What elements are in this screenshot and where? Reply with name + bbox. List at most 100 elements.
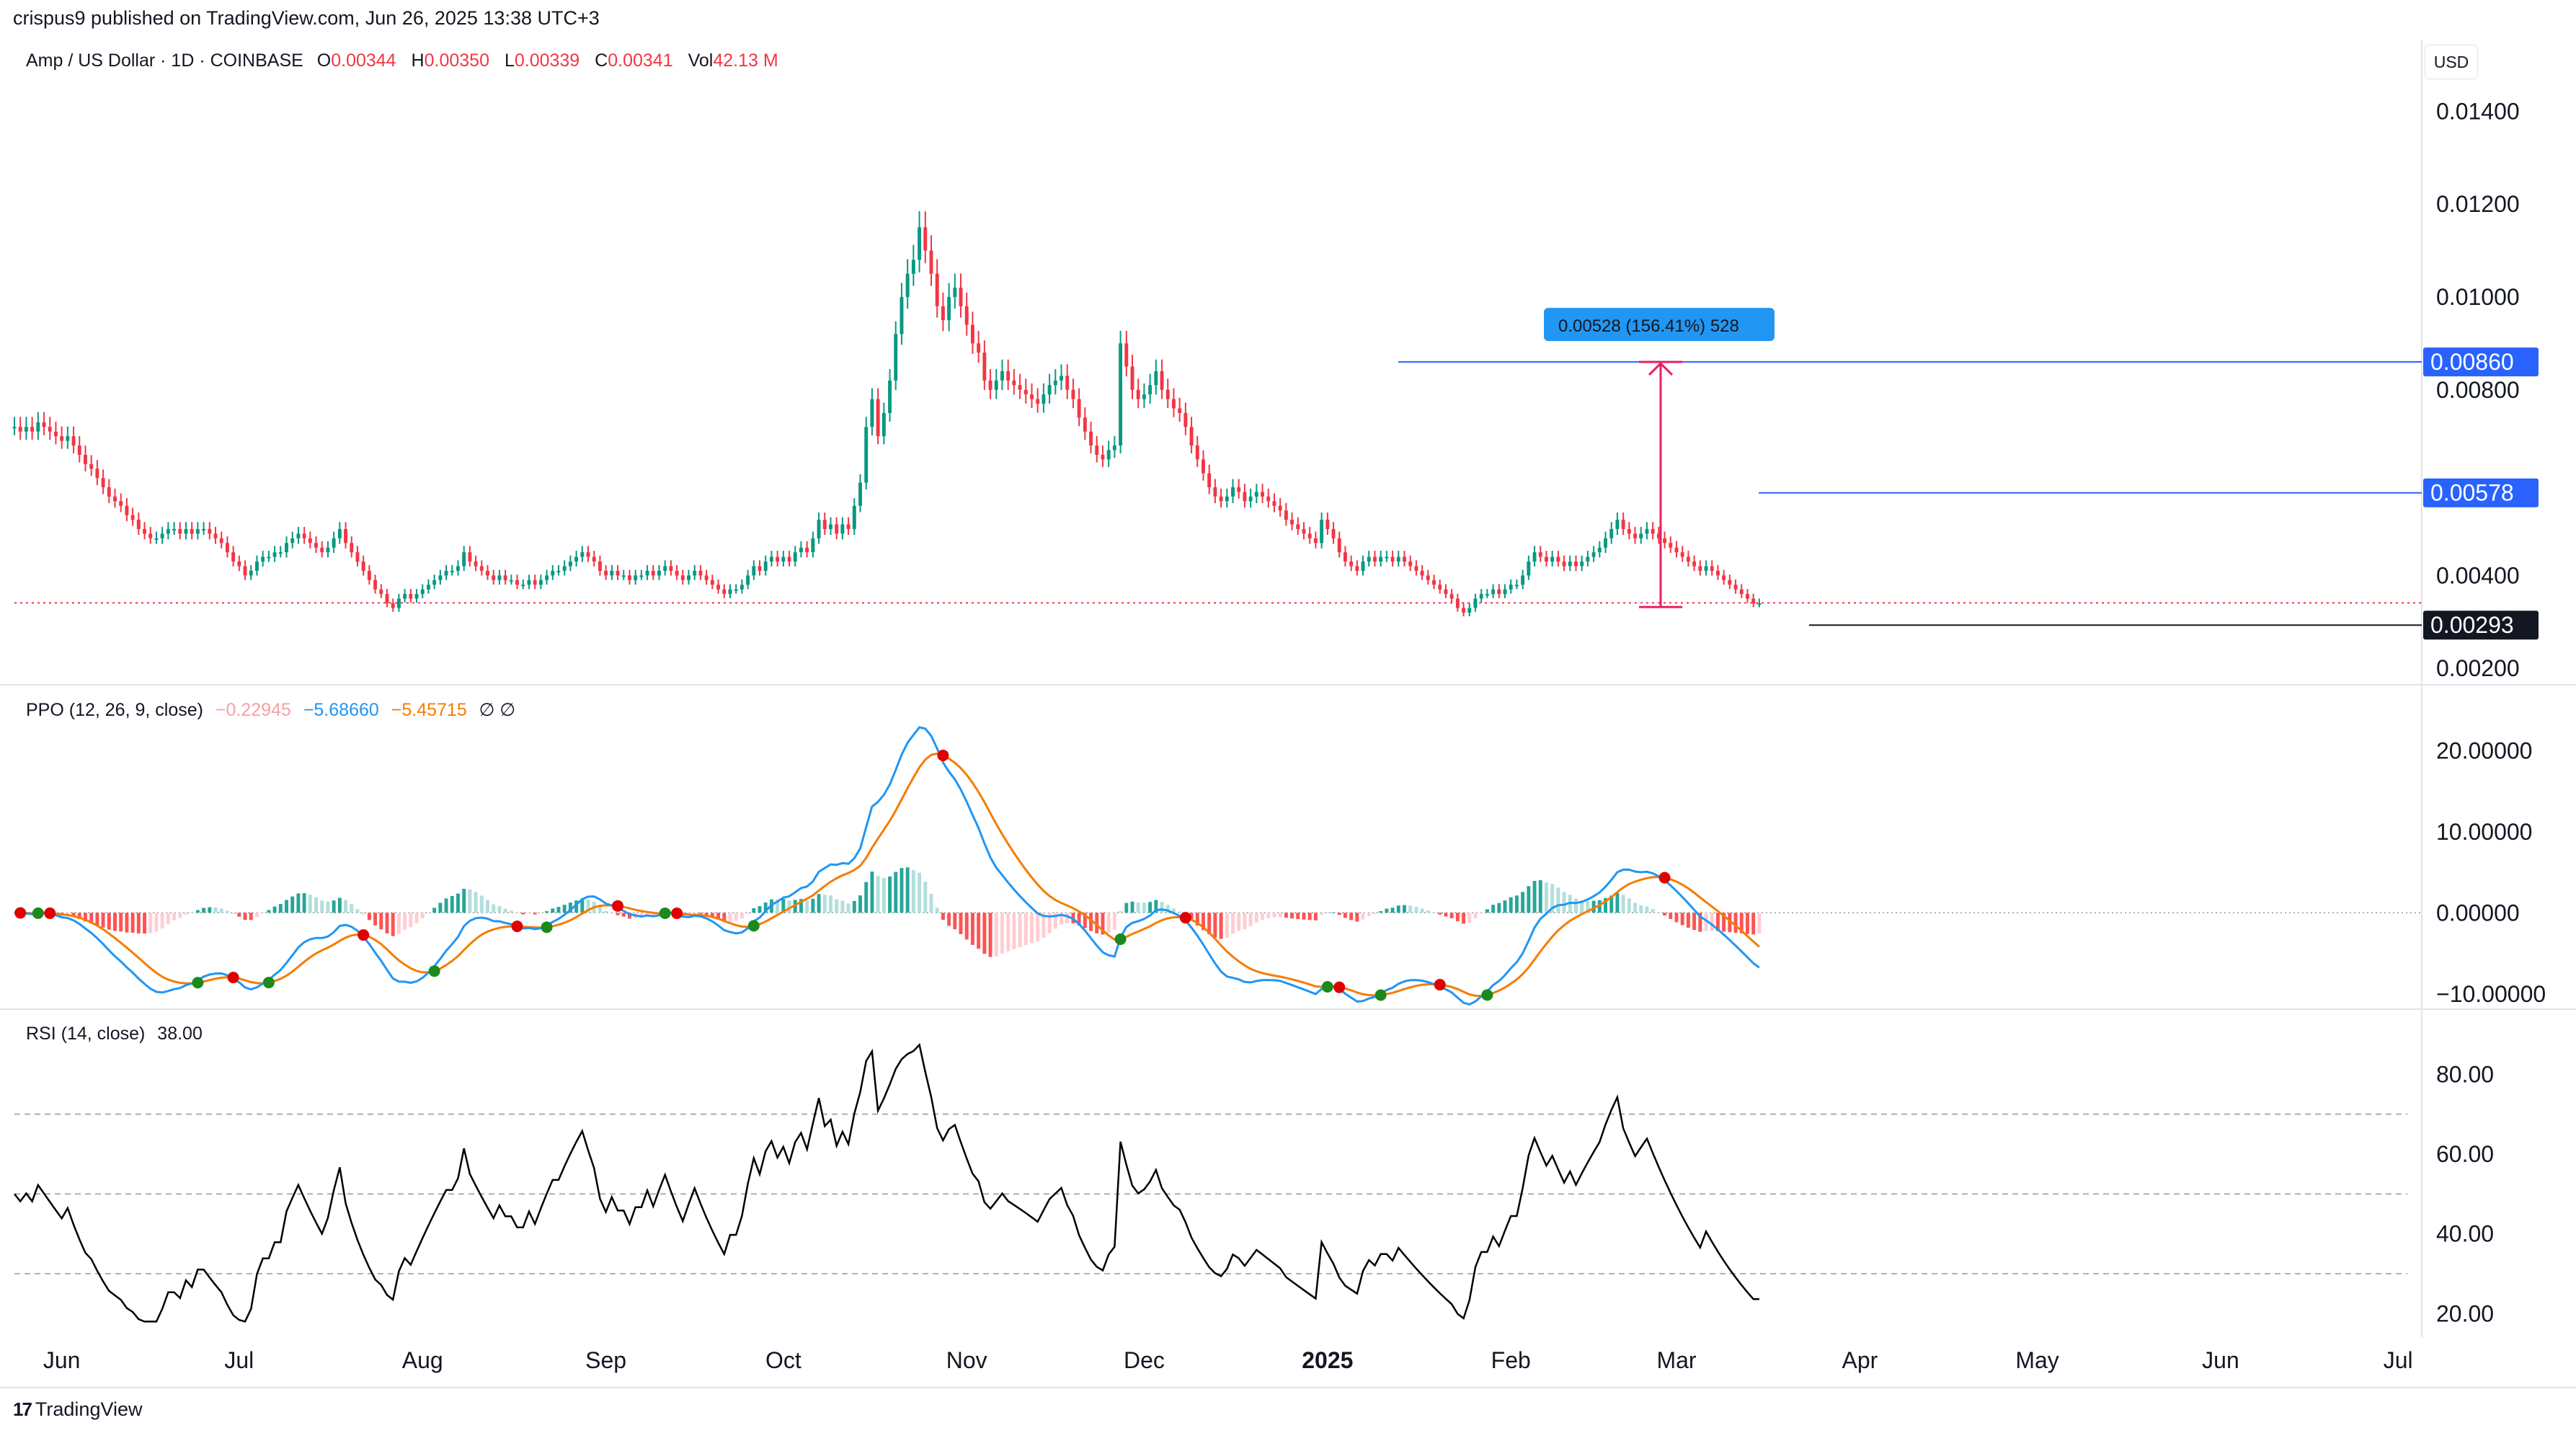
candle	[1710, 566, 1714, 571]
price-level-label: 0.00860	[2430, 349, 2514, 375]
candle	[160, 533, 164, 538]
ppo-histogram-bar	[237, 913, 241, 917]
candle	[675, 570, 679, 576]
ppo-histogram-bar	[1095, 913, 1099, 933]
candle	[1112, 445, 1116, 451]
ppo-histogram-bar	[468, 889, 472, 913]
candle	[18, 427, 22, 432]
candle	[1462, 608, 1466, 613]
ppo-histogram-bar	[1213, 913, 1217, 938]
currency-button[interactable]: USD	[2425, 45, 2478, 79]
candle	[1491, 589, 1496, 595]
candle	[1030, 394, 1034, 399]
candle	[1757, 603, 1762, 605]
candle	[1746, 594, 1749, 599]
ppo-histogram-bar	[811, 898, 815, 913]
candle	[225, 543, 229, 553]
ppo-histogram-bar	[763, 902, 768, 913]
ppo-histogram-bar	[1728, 913, 1732, 933]
candle	[763, 562, 768, 571]
candle	[1119, 343, 1123, 446]
ppo-cross-dot	[747, 920, 760, 932]
ppo-histogram-bar	[1426, 910, 1430, 913]
ppo-histogram-bar	[1307, 913, 1312, 920]
ppo-histogram-bar	[598, 906, 602, 913]
ppo-histogram-bar	[1674, 913, 1679, 923]
rsi-title[interactable]: RSI (14, close)	[26, 1024, 146, 1044]
ppo-histogram-bar	[1367, 913, 1371, 916]
candle	[1053, 380, 1057, 386]
ppo-histogram-bar	[1538, 880, 1542, 913]
footer: 17 TradingView	[13, 1398, 143, 1421]
candle	[438, 575, 443, 580]
candle	[1047, 385, 1052, 395]
candle	[486, 570, 489, 576]
ppo-legend: PPO (12, 26, 9, close) −0.22945 −5.68660…	[26, 699, 515, 721]
candle	[888, 380, 892, 413]
ppo-histogram-bar	[130, 913, 135, 933]
candle	[42, 422, 46, 427]
candle	[977, 343, 981, 353]
candle	[1148, 385, 1152, 395]
volume-value: 42.13 M	[713, 50, 778, 71]
candle	[1604, 538, 1607, 548]
candle	[101, 478, 105, 487]
candle	[385, 594, 389, 603]
ppo-histogram-bar	[420, 913, 425, 918]
ppo-histogram-bar	[1467, 913, 1472, 923]
ppo-histogram-bar	[982, 913, 987, 954]
candle	[1408, 562, 1413, 567]
ppo-histogram-bar	[337, 897, 342, 913]
candle	[296, 533, 301, 538]
candle	[740, 585, 744, 590]
price-tick-label: 0.01200	[2436, 191, 2520, 217]
ppo-histogram-bar	[285, 900, 288, 913]
candle	[1060, 376, 1063, 381]
ppo-histogram-bar	[616, 913, 620, 915]
candle	[1165, 389, 1170, 399]
candle	[1686, 556, 1690, 562]
candle	[261, 556, 265, 562]
ppo-histogram-bar	[1355, 913, 1359, 922]
ppo-histogram-bar	[1207, 913, 1212, 935]
candle	[1403, 556, 1406, 562]
ppo-histogram-bar	[710, 913, 714, 918]
ppo-histogram-bar	[1449, 913, 1454, 918]
candle	[60, 436, 64, 441]
candle	[1320, 520, 1324, 544]
candle	[858, 482, 862, 506]
ppo-histogram-bar	[1604, 897, 1607, 913]
ppo-histogram-bar	[829, 895, 832, 913]
ppo-histogram-bar	[935, 908, 939, 913]
candle	[551, 570, 555, 576]
price-tick-label: 0.01400	[2436, 98, 2520, 124]
candle	[272, 552, 277, 557]
ppo-histogram-bar	[704, 913, 709, 915]
ppo-histogram-bar	[166, 913, 170, 925]
candle	[704, 575, 709, 580]
symbol-name[interactable]: Amp / US Dollar · 1D · COINBASE	[26, 50, 303, 71]
candle	[598, 562, 602, 571]
candle	[533, 580, 537, 585]
candle	[136, 520, 141, 529]
candle	[911, 259, 915, 274]
price-level-label: 0.00293	[2430, 612, 2514, 638]
candle	[1728, 580, 1732, 585]
candle	[538, 580, 543, 585]
ppo-histogram-bar	[414, 913, 419, 923]
candle	[1142, 394, 1146, 399]
candle	[367, 570, 371, 580]
ppo-title[interactable]: PPO (12, 26, 9, close)	[26, 700, 203, 720]
ppo-histogram-bar	[1136, 902, 1140, 913]
ppo-histogram-bar	[1036, 913, 1040, 942]
candle	[148, 533, 153, 538]
candle	[1597, 547, 1602, 553]
rsi-tick-label: 40.00	[2436, 1221, 2494, 1247]
ppo-histogram-bar	[290, 896, 295, 913]
candle	[1225, 496, 1229, 502]
candle	[30, 427, 35, 432]
candle	[1307, 533, 1312, 538]
ppo-histogram-bar	[1562, 892, 1566, 913]
price-level-label: 0.00578	[2430, 480, 2514, 506]
